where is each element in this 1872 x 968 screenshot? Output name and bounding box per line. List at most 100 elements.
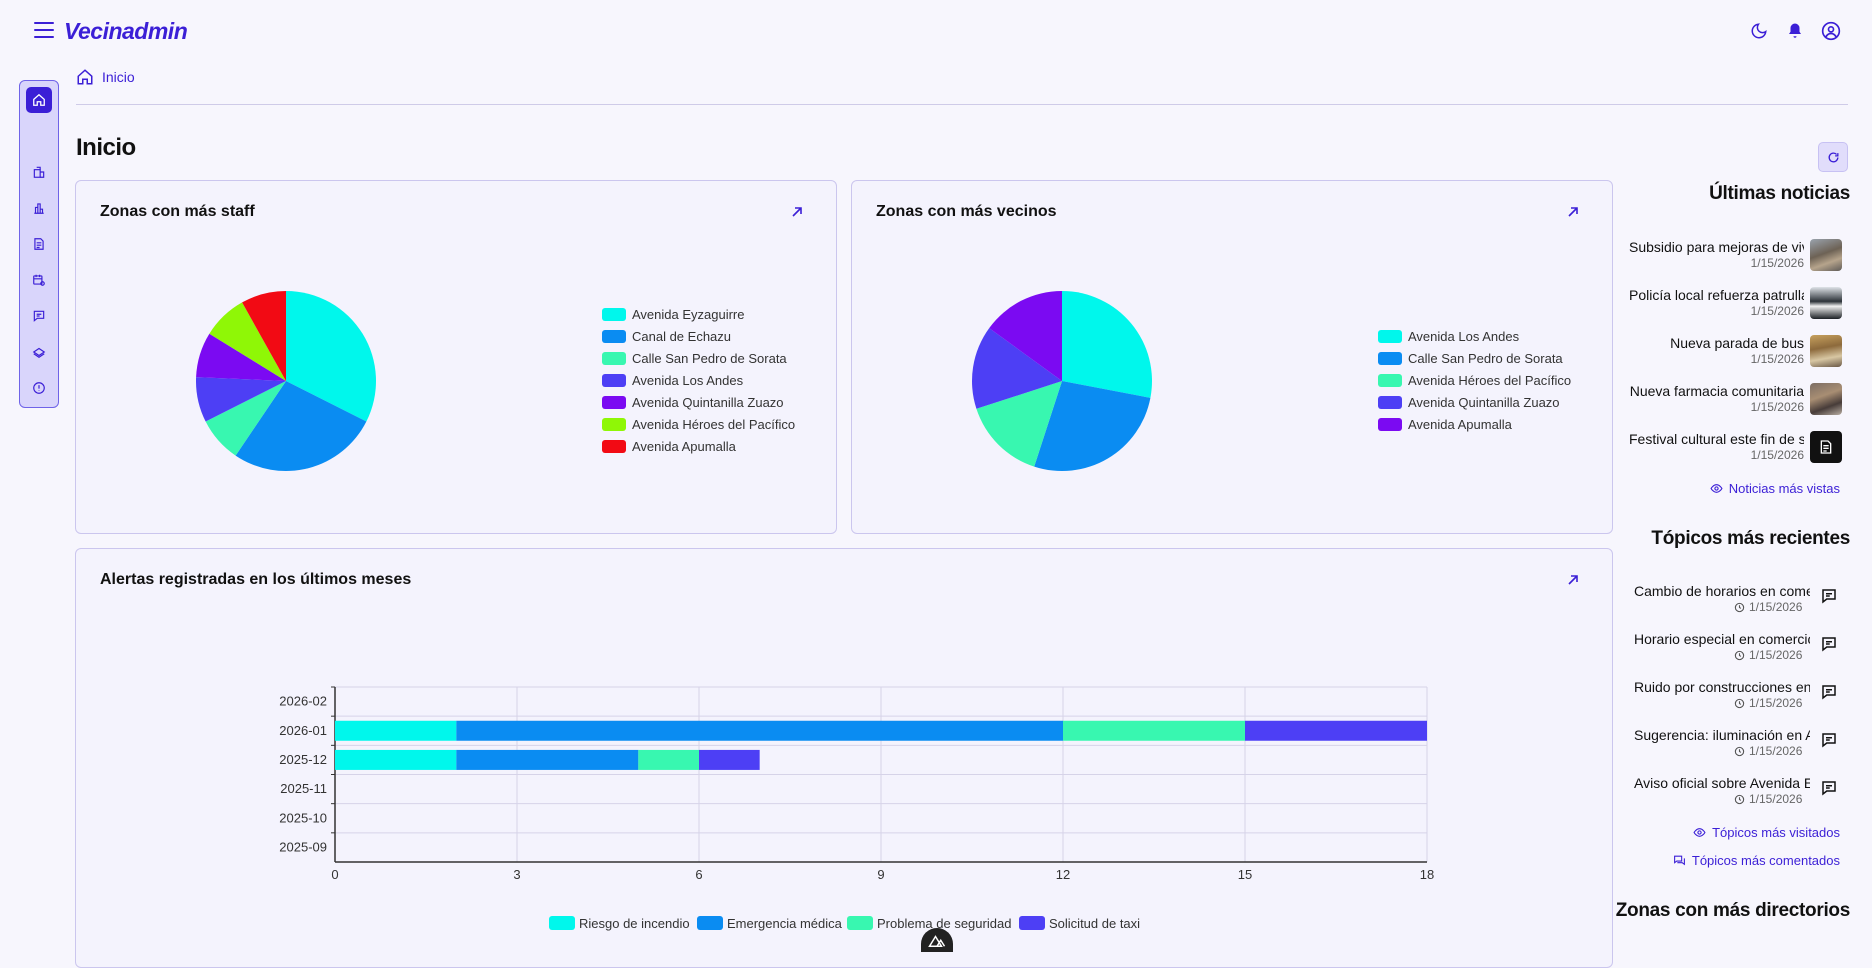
open-arrow-icon[interactable]: [1566, 205, 1580, 219]
open-arrow-icon[interactable]: [790, 205, 804, 219]
news-thumbnail: [1810, 287, 1842, 319]
open-arrow-icon[interactable]: [1566, 573, 1580, 587]
legend-item[interactable]: Avenida Apumalla: [602, 435, 795, 457]
news-item[interactable]: Subsidio para mejoras de viviendas 1/15/…: [1629, 239, 1844, 279]
news-date: 1/15/2026: [1750, 256, 1804, 270]
sidebar-item-alerts[interactable]: [26, 375, 52, 401]
directories-heading: Zonas con más directorios: [1615, 900, 1851, 921]
most-viewed-news-link[interactable]: Noticias más vistas: [1710, 481, 1840, 496]
legend-label[interactable]: Riesgo de incendio: [579, 916, 690, 931]
building-icon: [33, 166, 45, 178]
topic-item[interactable]: Cambio de horarios en comercio 1/15/2026: [1634, 583, 1844, 623]
clock-icon: [1734, 794, 1745, 804]
breadcrumb: Inicio: [76, 68, 135, 86]
pie-slice[interactable]: [196, 377, 286, 422]
sidebar-item-home[interactable]: [26, 87, 52, 113]
news-thumbnail: [1810, 239, 1842, 271]
bell-icon[interactable]: [1784, 20, 1806, 42]
menu-icon[interactable]: [34, 22, 54, 40]
pie-slice[interactable]: [205, 381, 286, 456]
bar-segment[interactable]: [335, 720, 457, 741]
legend-label: Canal de Echazu: [632, 328, 732, 344]
legend-label[interactable]: Emergencia médica: [727, 916, 843, 931]
legend-swatch: [1378, 329, 1402, 343]
sidebar-item-stats[interactable]: [26, 195, 52, 221]
legend-item[interactable]: Avenida Apumalla: [1378, 413, 1571, 435]
news-title: Nueva farmacia comunitaria: [1629, 383, 1804, 399]
legend-label: Avenida Los Andes: [1408, 328, 1520, 344]
legend-item[interactable]: Calle San Pedro de Sorata: [1378, 347, 1571, 369]
sidebar-item-messages[interactable]: [26, 303, 52, 329]
legend-swatch: [1378, 417, 1402, 431]
sidebar-item-calendar[interactable]: [26, 267, 52, 293]
sidebar-item-buildings[interactable]: [26, 159, 52, 185]
topic-item[interactable]: Ruido por construcciones en Avenida 1/15…: [1634, 679, 1844, 719]
legend-label: Avenida Héroes del Pacífico: [632, 416, 796, 432]
topic-date-text: 1/15/2026: [1749, 600, 1803, 614]
news-title: Festival cultural este fin de semana: [1629, 431, 1804, 447]
topic-item[interactable]: Aviso oficial sobre Avenida Eyzaguirre 1…: [1634, 775, 1844, 815]
brand-logo[interactable]: Vecinadmin: [64, 18, 188, 44]
y-tick-label: 2025-11: [280, 781, 327, 796]
legend-item[interactable]: Avenida Los Andes: [1378, 325, 1571, 347]
pie-slice[interactable]: [235, 381, 367, 471]
most-commented-topics-label: Tópicos más comentados: [1691, 853, 1840, 868]
chart-icon: [34, 203, 44, 214]
legend-item[interactable]: Avenida Héroes del Pacífico: [1378, 369, 1571, 391]
bar-segment[interactable]: [1063, 720, 1245, 741]
pie-slice[interactable]: [989, 291, 1062, 381]
bar-segment[interactable]: [335, 749, 457, 770]
pie-slice[interactable]: [209, 302, 286, 381]
pie-slice[interactable]: [972, 328, 1062, 409]
bar-segment[interactable]: [1245, 720, 1427, 741]
legend-label[interactable]: Solicitud de taxi: [1049, 916, 1140, 931]
pie-slice[interactable]: [976, 381, 1062, 467]
legend-label[interactable]: Problema de seguridad: [877, 916, 1011, 931]
eye-icon: [1710, 484, 1723, 493]
moon-icon[interactable]: [1748, 20, 1770, 42]
legend-swatch: [602, 439, 626, 453]
legend-label: Avenida Eyzaguirre: [632, 306, 745, 322]
comment-icon: [1822, 637, 1836, 652]
bar-segment[interactable]: [456, 720, 1063, 741]
home-icon: [33, 93, 45, 106]
pie-slice[interactable]: [242, 291, 286, 381]
legend-item[interactable]: Avenida Héroes del Pacífico: [602, 413, 795, 435]
pie-slice[interactable]: [286, 291, 376, 422]
top-actions: [1748, 20, 1842, 42]
topic-date: 1/15/2026: [1734, 600, 1802, 614]
y-tick-label: 2025-12: [279, 752, 327, 767]
message-icon: [33, 310, 45, 322]
topic-item[interactable]: Horario especial en comercio 1/15/2026: [1634, 631, 1844, 671]
sidebar-item-tickets[interactable]: [26, 339, 52, 365]
news-item[interactable]: Nueva parada de bus 1/15/2026: [1634, 335, 1844, 375]
news-item[interactable]: Policía local refuerza patrullaje 1/15/2…: [1629, 287, 1844, 327]
legend-label: Calle San Pedro de Sorata: [632, 350, 787, 366]
most-visited-topics-link[interactable]: Tópicos más visitados: [1693, 825, 1840, 840]
legend-item[interactable]: Calle San Pedro de Sorata: [602, 347, 795, 369]
breadcrumb-home-link[interactable]: Inicio: [102, 69, 135, 85]
legend-item[interactable]: Avenida Quintanilla Zuazo: [602, 391, 795, 413]
legend-item[interactable]: Avenida Los Andes: [602, 369, 795, 391]
refresh-button[interactable]: [1818, 142, 1848, 172]
news-thumbnail: [1810, 383, 1842, 415]
topic-title: Aviso oficial sobre Avenida Eyzaguirre: [1634, 775, 1810, 791]
pie-slice[interactable]: [1062, 291, 1152, 398]
bar-segment[interactable]: [456, 749, 639, 770]
pie-slice[interactable]: [196, 333, 286, 381]
legend-item[interactable]: Avenida Eyzaguirre: [602, 303, 795, 325]
devtools-badge[interactable]: [921, 928, 953, 952]
news-item[interactable]: Nueva farmacia comunitaria 1/15/2026: [1630, 383, 1844, 423]
pie-slice[interactable]: [1034, 381, 1151, 471]
bar-segment[interactable]: [699, 749, 760, 770]
most-commented-topics-link[interactable]: Tópicos más comentados: [1673, 853, 1840, 868]
topic-item[interactable]: Sugerencia: iluminación en Avenida 1/15/…: [1634, 727, 1844, 767]
user-icon[interactable]: [1820, 20, 1842, 42]
neighbors-zones-card: Zonas con más vecinos Avenida Los Andes C…: [851, 180, 1613, 534]
legend-item[interactable]: Canal de Echazu: [602, 325, 795, 347]
news-item[interactable]: Festival cultural este fin de semana 1/1…: [1629, 431, 1844, 471]
legend-item[interactable]: Avenida Quintanilla Zuazo: [1378, 391, 1571, 413]
bar-segment[interactable]: [638, 749, 699, 770]
sidebar-item-documents[interactable]: [26, 231, 52, 257]
clock-icon: [1734, 650, 1745, 660]
